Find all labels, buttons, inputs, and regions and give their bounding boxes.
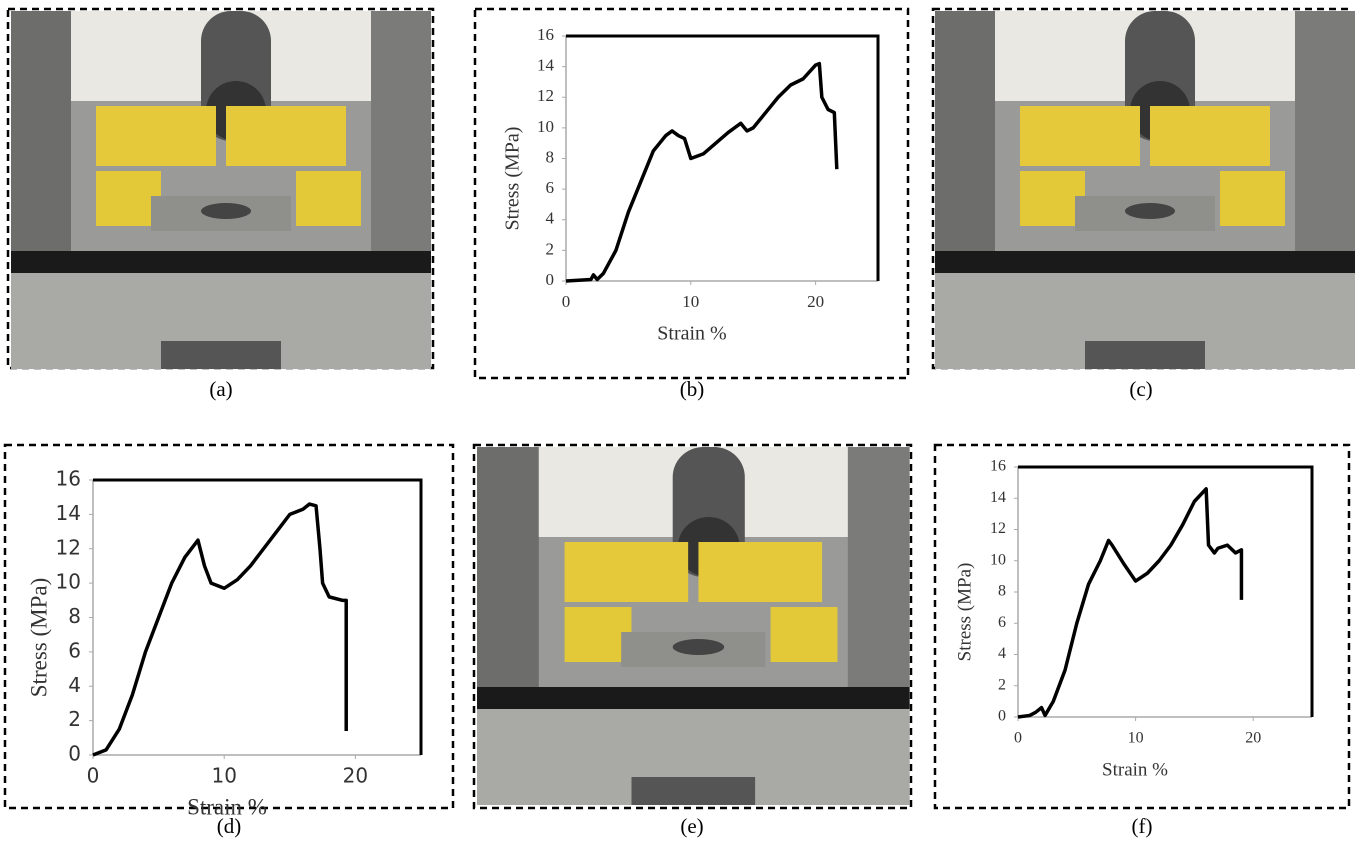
y-tick-label: 10 bbox=[56, 570, 81, 594]
y-tick-label: 16 bbox=[537, 25, 554, 44]
y-tick-label: 2 bbox=[998, 676, 1006, 693]
x-tick-label: 0 bbox=[562, 292, 571, 311]
figure: (a)(b)(c)(d)(e)(f)024681012141601020Stra… bbox=[0, 0, 1358, 841]
x-tick-label: 20 bbox=[807, 292, 824, 311]
x-tick-label: 10 bbox=[211, 764, 236, 788]
x-tick-label: 10 bbox=[682, 292, 699, 311]
data-line bbox=[93, 504, 346, 755]
data-line bbox=[1018, 489, 1241, 717]
y-tick-label: 12 bbox=[537, 86, 554, 105]
data-line bbox=[566, 64, 837, 281]
y-tick-label: 14 bbox=[990, 489, 1006, 506]
y-axis-label: Stress (MPa) bbox=[26, 578, 51, 697]
photo bbox=[477, 447, 910, 805]
plot-border bbox=[93, 480, 421, 755]
y-tick-label: 8 bbox=[68, 604, 81, 628]
photo bbox=[11, 11, 431, 369]
y-tick-label: 8 bbox=[998, 583, 1006, 600]
y-tick-label: 4 bbox=[998, 645, 1006, 662]
y-tick-label: 0 bbox=[546, 270, 555, 289]
x-tick-label: 0 bbox=[1014, 730, 1022, 747]
y-tick-label: 4 bbox=[546, 209, 555, 228]
x-axis-label: Strain % bbox=[1102, 759, 1168, 780]
y-tick-label: 8 bbox=[546, 147, 555, 166]
caption: (e) bbox=[680, 814, 703, 838]
plot-border bbox=[566, 36, 878, 281]
x-axis-label: Strain % bbox=[187, 794, 267, 819]
y-tick-label: 10 bbox=[537, 117, 554, 136]
y-tick-label: 10 bbox=[990, 551, 1006, 568]
y-tick-label: 2 bbox=[546, 239, 555, 258]
y-tick-label: 12 bbox=[990, 520, 1006, 537]
photo bbox=[935, 11, 1355, 369]
caption: (a) bbox=[209, 377, 232, 401]
y-tick-label: 16 bbox=[56, 467, 81, 491]
y-axis-label: Stress (MPa) bbox=[502, 127, 524, 231]
x-tick-label: 20 bbox=[1245, 730, 1261, 747]
y-tick-label: 2 bbox=[68, 707, 81, 731]
y-tick-label: 14 bbox=[537, 56, 555, 75]
y-axis-label: Stress (MPa) bbox=[954, 563, 975, 662]
caption: (c) bbox=[1129, 377, 1152, 401]
y-tick-label: 0 bbox=[68, 742, 81, 766]
y-tick-label: 6 bbox=[68, 638, 81, 662]
caption: (f) bbox=[1132, 814, 1153, 838]
y-tick-label: 0 bbox=[998, 708, 1006, 725]
y-tick-label: 6 bbox=[546, 178, 555, 197]
x-tick-label: 10 bbox=[1128, 730, 1144, 747]
y-tick-label: 16 bbox=[990, 458, 1006, 475]
y-tick-label: 14 bbox=[56, 501, 81, 525]
y-tick-label: 6 bbox=[998, 614, 1006, 631]
x-axis-label: Strain % bbox=[657, 323, 726, 345]
y-tick-label: 4 bbox=[68, 673, 81, 697]
x-tick-label: 0 bbox=[87, 764, 100, 788]
y-tick-label: 12 bbox=[56, 535, 81, 559]
caption: (b) bbox=[680, 377, 705, 401]
x-tick-label: 20 bbox=[343, 764, 368, 788]
